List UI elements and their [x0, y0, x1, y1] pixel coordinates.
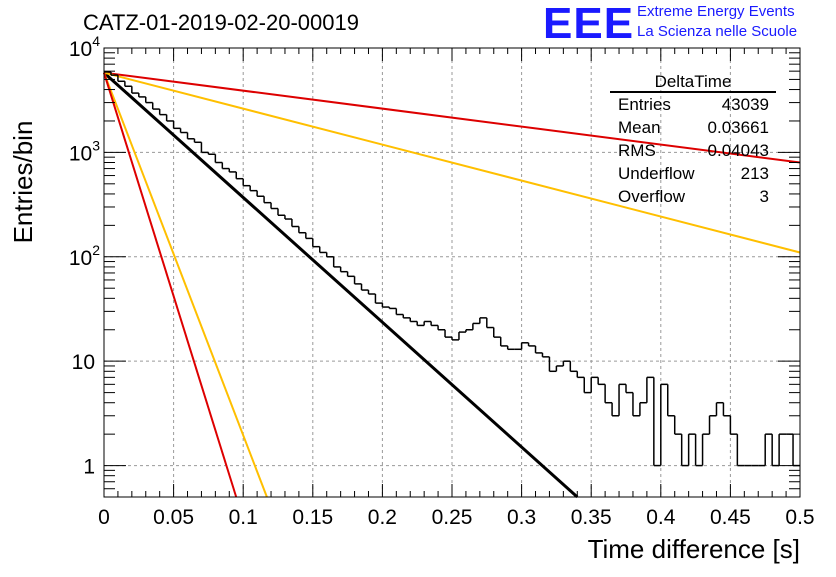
x-tick-label: 0.15	[292, 506, 333, 529]
x-tick-label: 0.35	[571, 506, 612, 529]
x-tick-label: 0.5	[785, 506, 814, 529]
x-tick-label: 0.05	[153, 506, 194, 529]
fit-line-orange	[103, 72, 268, 498]
stats-label-mean: Mean	[618, 118, 661, 137]
eee-logo-mark: EEE	[543, 0, 635, 48]
stats-label-overflow: Overflow	[618, 187, 686, 206]
stats-box: DeltaTime Entries 43039 Mean 0.03661 RMS…	[610, 72, 776, 206]
y-tick-label: 1	[83, 456, 95, 479]
stats-value-mean: 0.03661	[708, 118, 769, 137]
histogram	[104, 71, 800, 467]
stats-value-underflow: 213	[741, 164, 769, 183]
stats-value-overflow: 3	[760, 187, 769, 206]
x-tick-label: 0.25	[432, 506, 473, 529]
fit-line-red	[103, 71, 801, 164]
logo-text-line1: Extreme Energy Events	[637, 3, 795, 20]
x-axis-label: Time difference [s]	[588, 534, 800, 564]
x-tick-label: 0.2	[368, 506, 397, 529]
stats-value-rms: 0.04043	[708, 141, 769, 160]
x-tick-label: 0.4	[646, 506, 676, 529]
y-tick-label: 102	[69, 242, 100, 270]
stats-label-entries: Entries	[618, 95, 671, 114]
stats-box-title: DeltaTime	[655, 72, 732, 91]
x-tick-label: 0.45	[710, 506, 751, 529]
x-tick-label: 0.3	[507, 506, 536, 529]
stats-value-entries: 43039	[722, 95, 769, 114]
fit-line-orange	[103, 71, 801, 254]
y-tick-label: 104	[69, 33, 100, 61]
stats-label-underflow: Underflow	[618, 164, 695, 183]
y-axis-label: Entries/bin	[8, 121, 38, 244]
fit-line-fit_black	[102, 71, 579, 499]
stats-label-rms: RMS	[618, 141, 656, 160]
logo-text-line2: La Scienza nelle Scuole	[637, 23, 798, 40]
plot-title: CATZ-01-2019-02-20-00019	[83, 10, 359, 35]
fit-line-red	[103, 72, 238, 498]
y-tick-label: 10	[72, 351, 95, 374]
y-tick-label: 103	[69, 137, 100, 165]
x-tick-label: 0.1	[229, 506, 258, 529]
x-tick-label: 0	[98, 506, 110, 529]
